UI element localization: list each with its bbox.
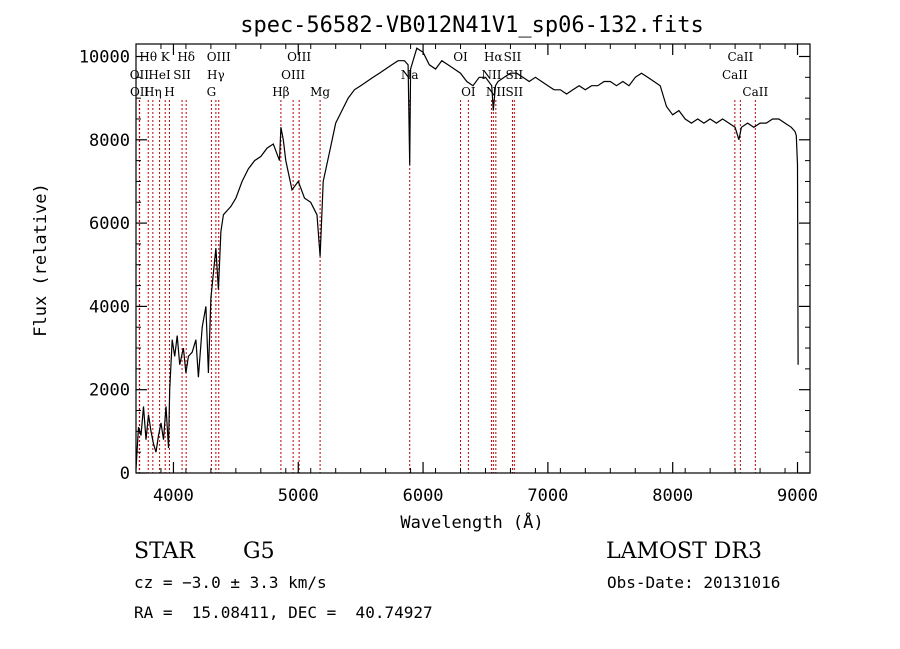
- line-marker-label: Hβ: [272, 85, 289, 99]
- axis-ticks: 4000 5000 6000 7000 8000 9000 0 2000 4000 6000 800…: [79, 44, 818, 506]
- survey-name: LAMOST DR3: [606, 539, 762, 564]
- line-marker-label: OII: [130, 85, 150, 99]
- line-marker-label: SII: [505, 68, 523, 82]
- line-marker-label: HeI: [148, 68, 171, 82]
- object-subclass: G5: [243, 539, 275, 564]
- line-marker-label: K: [161, 50, 171, 64]
- line-marker-label: CaII: [742, 85, 768, 99]
- x-tick-label: 7000: [527, 486, 568, 506]
- line-marker-label: NII: [481, 68, 501, 82]
- line-marker-label: Hγ: [207, 68, 225, 82]
- object-class: STAR: [134, 539, 195, 564]
- x-tick-label: 6000: [403, 486, 444, 506]
- line-marker-label: Hδ: [177, 50, 195, 64]
- x-tick-label: 4000: [153, 486, 194, 506]
- observation-date: Obs-Date: 20131016: [607, 573, 781, 592]
- line-marker-label: CaII: [722, 68, 748, 82]
- y-tick-label: 4000: [89, 297, 130, 317]
- y-tick-label: 8000: [89, 131, 130, 151]
- line-marker-label: SII: [505, 85, 523, 99]
- spectrum-line: [135, 47, 799, 469]
- line-marker-label: OIII: [207, 50, 231, 64]
- line-marker-label: H: [164, 85, 174, 99]
- x-tick-label: 9000: [777, 486, 818, 506]
- line-marker-label: CaII: [727, 50, 753, 64]
- x-axis-label: Wavelength (Å): [400, 511, 543, 533]
- y-tick-label: 2000: [89, 381, 130, 401]
- line-marker-label: SII: [504, 50, 522, 64]
- x-tick-label: 8000: [652, 486, 693, 506]
- y-tick-label: 10000: [79, 47, 130, 67]
- line-marker-label: OI: [453, 50, 468, 64]
- line-marker-label: OI: [461, 85, 476, 99]
- y-axis-label: Flux (relative): [31, 183, 51, 337]
- line-marker-label: OIII: [287, 50, 311, 64]
- line-marker-layer: Hθ OII OII K HeI Hη SII H Hδ OIII Hγ G OIII OIII Hβ Mg N…: [130, 50, 768, 473]
- sky-coordinates: RA = 15.08411, DEC = 40.74927: [134, 603, 433, 622]
- y-tick-label: 6000: [89, 214, 130, 234]
- line-marker-label: SII: [173, 68, 191, 82]
- line-marker-label: NII: [486, 85, 506, 99]
- line-marker-label: OIII: [281, 68, 305, 82]
- y-tick-label: 0: [120, 464, 130, 484]
- chart-title: spec-56582-VB012N41V1_sp06-132.fits: [240, 13, 704, 38]
- x-tick-label: 5000: [278, 486, 319, 506]
- line-marker-label: Hθ: [139, 50, 157, 64]
- plot-frame: [135, 43, 811, 474]
- line-marker-label: Na: [401, 68, 419, 82]
- line-marker-label: OII: [130, 68, 150, 82]
- redshift-value: cz = −3.0 ± 3.3 km/s: [134, 573, 327, 592]
- line-marker-label: Mg: [310, 85, 330, 99]
- line-marker-label: G: [207, 85, 217, 99]
- line-marker-label: Hη: [144, 85, 162, 99]
- line-marker-label: Hα: [484, 50, 503, 64]
